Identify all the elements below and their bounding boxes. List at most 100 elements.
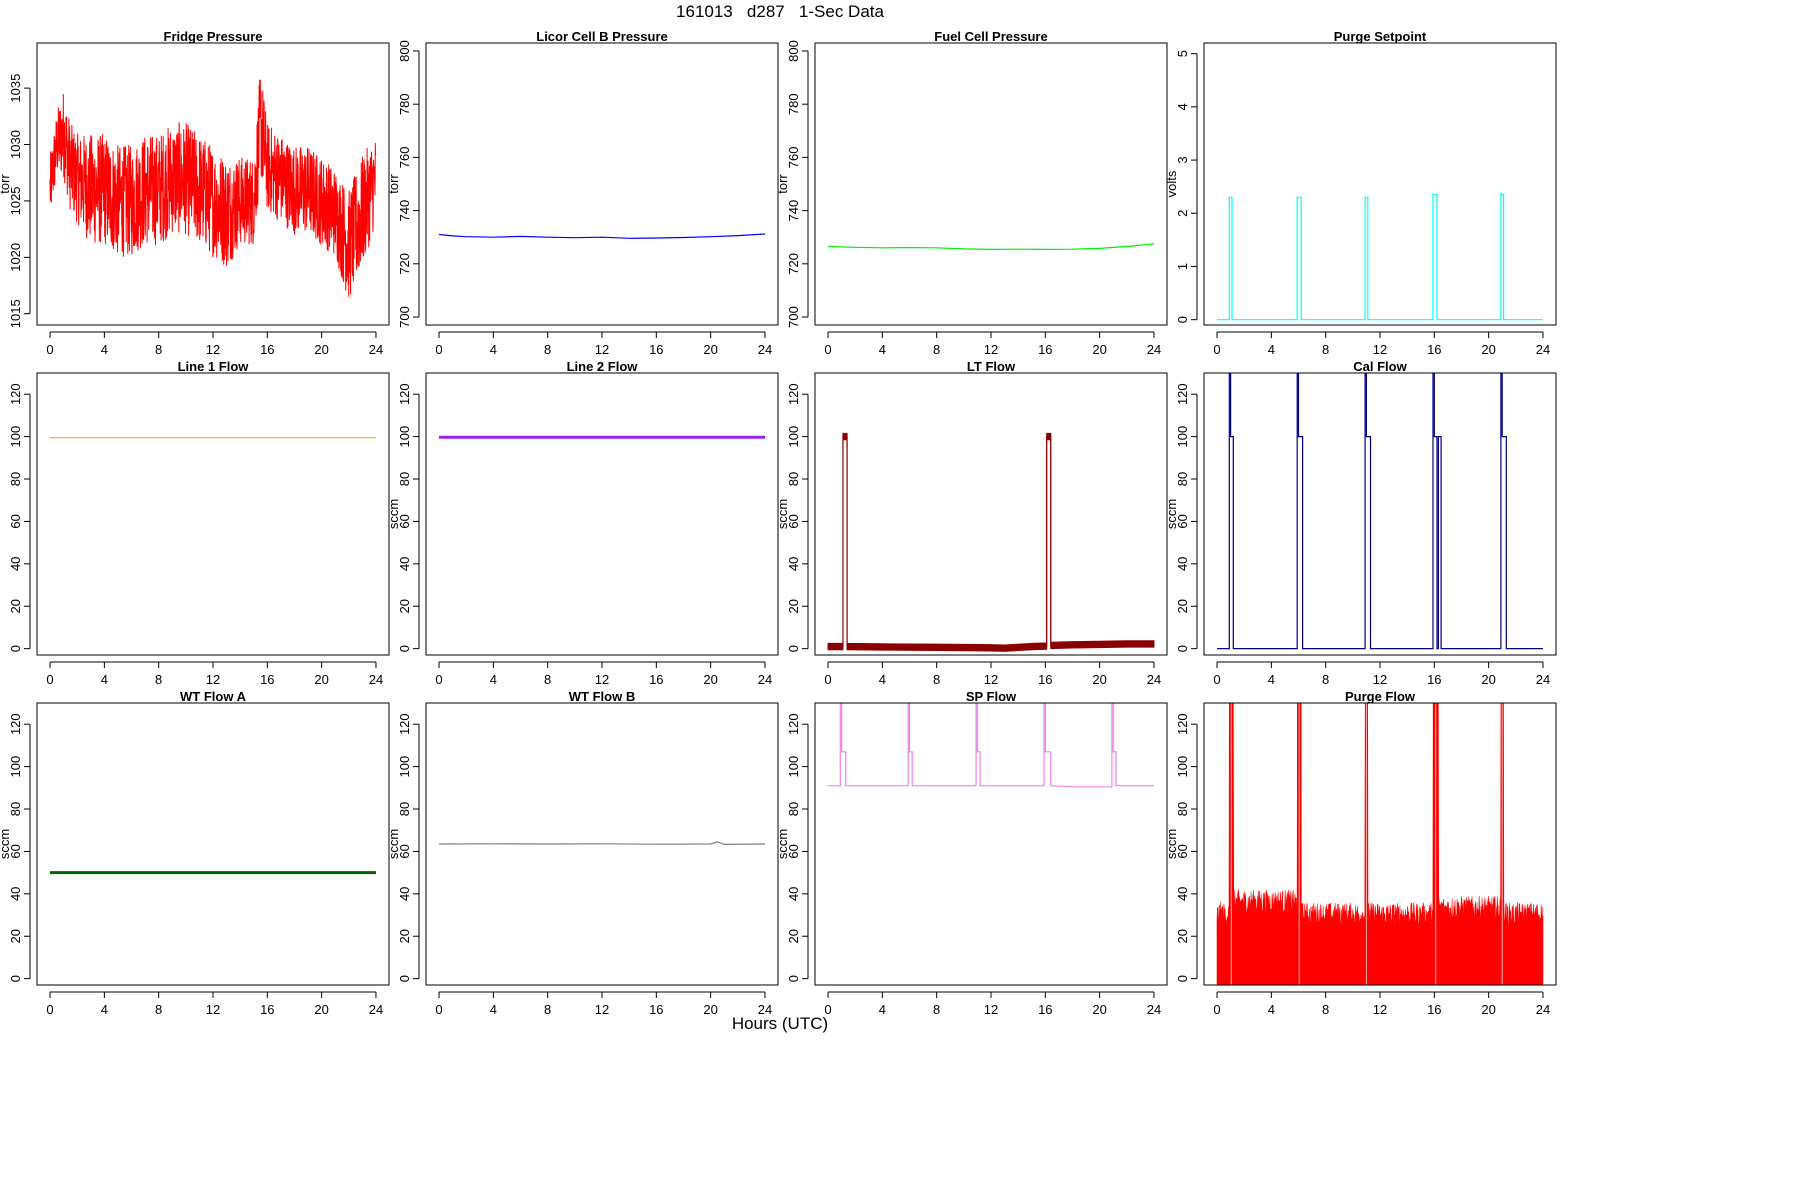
y-tick-label-9: 0 [397,975,412,982]
x-tick-label-8: 8 [155,1002,162,1017]
y-axis-label-1: torr [386,174,401,194]
y-axis-label-10: sccm [775,829,790,859]
panel-title-3: Purge Setpoint [1334,29,1427,44]
x-tick-label-2: 4 [879,342,886,357]
y-tick-label-5: 100 [397,426,412,448]
y-tick-label-8: 60 [8,844,23,858]
y-tick-label-2: 780 [786,93,801,115]
y-tick-label-0: 1020 [8,243,23,272]
x-tick-label-2: 8 [933,342,940,357]
x-tick-label-1: 0 [435,342,442,357]
y-tick-label-1: 700 [397,306,412,328]
y-tick-label-6: 20 [786,599,801,613]
y-tick-label-7: 60 [1175,514,1190,528]
x-tick-label-0: 16 [260,342,274,357]
x-tick-label-6: 16 [1038,672,1052,687]
panel-title-4: Line 1 Flow [178,359,250,374]
x-tick-label-10: 4 [879,1002,886,1017]
y-tick-label-3: 0 [1175,316,1190,323]
x-tick-label-5: 24 [758,672,772,687]
y-tick-label-9: 20 [397,929,412,943]
series-line-3 [1217,194,1543,321]
plot-frame-1 [425,42,779,326]
figure-title: 161013 d287 1-Sec Data [676,2,884,21]
y-tick-label-11: 0 [1175,975,1190,982]
series-line-2 [827,243,1155,251]
y-tick-label-6: 40 [786,557,801,571]
x-tick-label-1: 4 [490,342,497,357]
x-tick-label-11: 16 [1427,1002,1441,1017]
x-tick-label-8: 4 [101,1002,108,1017]
x-tick-label-2: 20 [1092,342,1106,357]
y-tick-label-10: 20 [786,929,801,943]
y-tick-label-7: 40 [1175,557,1190,571]
x-tick-label-8: 20 [314,1002,328,1017]
x-tick-label-9: 4 [490,1002,497,1017]
plot-frame-2 [814,42,1168,326]
y-tick-label-4: 80 [8,472,23,486]
panel-2-data [827,243,1155,251]
x-tick-label-11: 24 [1536,1002,1550,1017]
y-tick-label-11: 20 [1175,929,1190,943]
x-tick-label-0: 12 [206,342,220,357]
x-tick-label-2: 24 [1147,342,1161,357]
panel-11: Purge Flow 0 4 8 12 16 20 24 0 20 40 60 80 100 120 sccm [1164,689,1557,1017]
y-tick-label-9: 100 [397,756,412,778]
series-line-1 [438,233,766,239]
panel-title-9: WT Flow B [569,689,635,704]
panel-6: LT Flow 0 4 8 12 16 20 24 0 20 40 60 80 100 120 sccm [775,359,1168,687]
y-tick-label-6: 60 [786,514,801,528]
y-tick-label-5: 60 [397,514,412,528]
plot-frame-10 [814,702,1168,986]
y-tick-label-0: 1015 [8,299,23,328]
x-tick-label-10: 20 [1092,1002,1106,1017]
y-tick-label-9: 40 [397,887,412,901]
panel-1: Licor Cell B Pressure 0 4 8 12 16 20 24 700 720 74… [386,29,779,357]
x-tick-label-7: 20 [1481,672,1495,687]
x-tick-label-8: 16 [260,1002,274,1017]
x-tick-label-10: 8 [933,1002,940,1017]
x-tick-label-0: 4 [101,342,108,357]
x-tick-label-3: 4 [1268,342,1275,357]
x-tick-label-4: 24 [369,672,383,687]
y-axis-label-2: torr [775,174,790,194]
x-tick-label-1: 20 [703,342,717,357]
x-tick-label-4: 0 [46,672,53,687]
y-tick-label-11: 120 [1175,713,1190,735]
y-tick-label-7: 0 [1175,645,1190,652]
y-axis-label-5: sccm [386,499,401,529]
y-tick-label-9: 80 [397,802,412,816]
y-tick-label-5: 40 [397,557,412,571]
series-line-10 [828,703,1154,788]
panel-4: Line 1 Flow 0 4 8 12 16 20 24 0 20 40 60 80 100 120 [8,359,390,687]
x-tick-label-4: 4 [101,672,108,687]
x-tick-label-6: 0 [824,672,831,687]
y-tick-label-3: 2 [1175,210,1190,217]
x-tick-label-7: 16 [1427,672,1441,687]
x-tick-label-10: 0 [824,1002,831,1017]
y-tick-label-9: 60 [397,844,412,858]
panel-10-data [828,703,1154,788]
y-tick-label-7: 80 [1175,472,1190,486]
y-tick-label-7: 100 [1175,426,1190,448]
x-tick-label-0: 20 [314,342,328,357]
x-tick-label-0: 8 [155,342,162,357]
y-tick-label-6: 120 [786,383,801,405]
y-tick-label-5: 0 [397,645,412,652]
y-tick-label-2: 720 [786,253,801,275]
x-tick-label-9: 12 [595,1002,609,1017]
x-tick-label-6: 20 [1092,672,1106,687]
x-tick-label-5: 8 [544,672,551,687]
x-tick-label-0: 0 [46,342,53,357]
x-tick-label-10: 16 [1038,1002,1052,1017]
x-tick-label-4: 20 [314,672,328,687]
y-axis-label-3: volts [1164,170,1179,197]
x-tick-label-4: 12 [206,672,220,687]
y-tick-label-2: 760 [786,147,801,169]
panel-3-data [1217,194,1543,321]
x-tick-label-5: 20 [703,672,717,687]
y-tick-label-11: 100 [1175,756,1190,778]
panel-9-data [438,841,766,846]
y-tick-label-5: 120 [397,383,412,405]
